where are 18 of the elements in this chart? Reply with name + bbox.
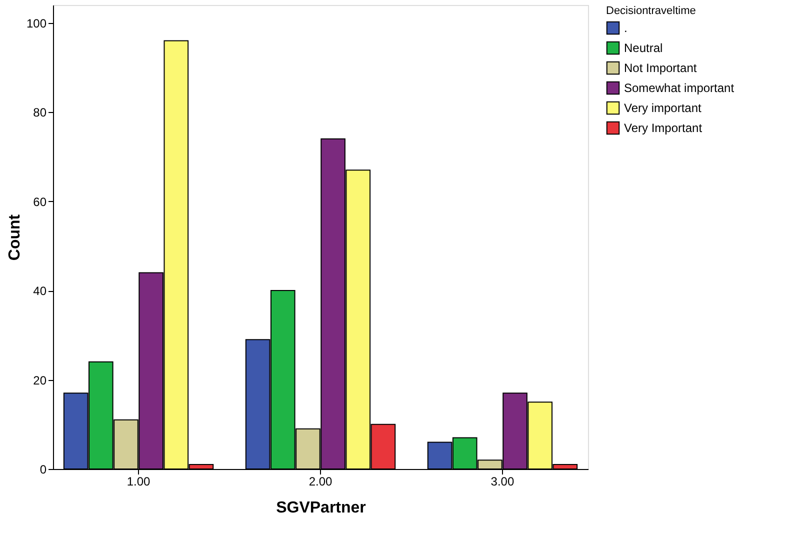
legend-label: Not Important bbox=[624, 61, 698, 75]
y-tick-label: 60 bbox=[33, 194, 47, 209]
x-axis-title: SGVPartner bbox=[276, 500, 366, 516]
legend-title: Decisiontraveltime bbox=[606, 5, 696, 17]
y-tick-label: 20 bbox=[33, 373, 47, 388]
legend-label: Somewhat important bbox=[624, 81, 735, 95]
y-tick-label: 40 bbox=[33, 284, 47, 298]
legend-label: Very important bbox=[624, 101, 702, 115]
y-tick-label: 0 bbox=[40, 462, 47, 476]
y-axis-title: Count bbox=[6, 214, 24, 261]
y-tick-label: 100 bbox=[26, 16, 47, 30]
legend-label: Neutral bbox=[624, 41, 663, 55]
x-tick-label: 3.00 bbox=[490, 474, 514, 488]
legend-label: . bbox=[624, 21, 628, 35]
x-tick-label: 2.00 bbox=[308, 474, 332, 488]
legend-label: Very Important bbox=[624, 121, 703, 135]
x-tick-label: 1.00 bbox=[126, 474, 151, 488]
y-tick-label: 80 bbox=[33, 106, 47, 120]
